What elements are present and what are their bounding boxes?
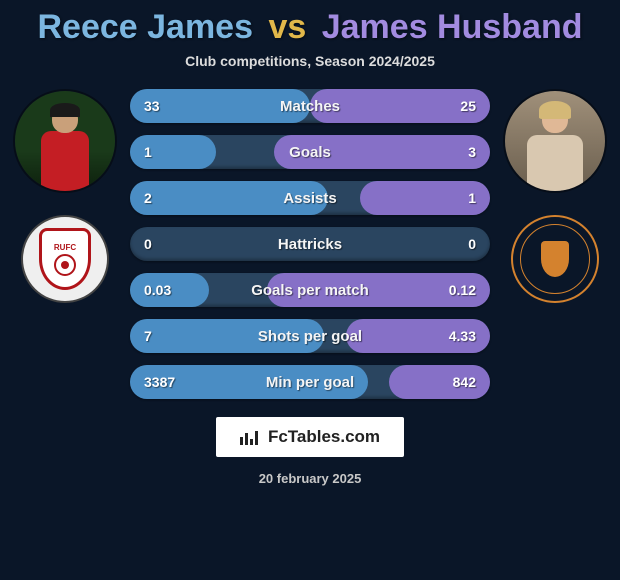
stat-label: Min per goal [266,374,354,391]
player2-avatar [505,91,605,191]
subtitle: Club competitions, Season 2024/2025 [185,53,435,69]
stat-row: 33 25 Matches [130,89,490,123]
stat-row: 0 0 Hattricks [130,227,490,261]
stat-row: 1 3 Goals [130,135,490,169]
main-content: RUFC 33 25 Matches 1 3 Goals 2 1 Assists 0 0 Hattri… [0,89,620,399]
stat-row: 2 1 Assists [130,181,490,215]
player2-club-badge [511,215,599,303]
stat-label: Hattricks [278,236,342,253]
player1-value: 0 [144,236,152,252]
player2-value: 0.12 [449,282,476,298]
footer-date: 20 february 2025 [259,471,362,486]
brand-badge: FcTables.com [216,417,404,457]
stat-label: Assists [283,190,336,207]
stat-row: 0.03 0.12 Goals per match [130,273,490,307]
player1-club-badge: RUFC [21,215,109,303]
stat-label: Goals per match [251,282,369,299]
player1-bar [130,135,216,169]
player2-value: 1 [468,190,476,206]
player1-name: Reece James [37,8,253,46]
player1-avatar [15,91,115,191]
stat-label: Matches [280,98,340,115]
vs-label: vs [262,8,312,46]
player2-value: 842 [453,374,476,390]
brand-text: FcTables.com [268,427,380,447]
left-side: RUFC [10,89,120,303]
player2-value: 3 [468,144,476,160]
player2-value: 4.33 [449,328,476,344]
player1-value: 2 [144,190,152,206]
player1-value: 0.03 [144,282,171,298]
brand-chart-icon [240,429,260,445]
player1-value: 33 [144,98,160,114]
stat-row: 3387 842 Min per goal [130,365,490,399]
player2-value: 25 [460,98,476,114]
stats-table: 33 25 Matches 1 3 Goals 2 1 Assists 0 0 Hattricks 0.… [130,89,490,399]
player1-value: 3387 [144,374,175,390]
stat-label: Goals [289,144,331,161]
stat-row: 7 4.33 Shots per goal [130,319,490,353]
comparison-title: Reece James vs James Husband [37,8,582,47]
player2-name: James Husband [322,8,583,46]
stat-label: Shots per goal [258,328,362,345]
player2-value: 0 [468,236,476,252]
right-side [500,89,610,303]
player1-value: 1 [144,144,152,160]
player1-value: 7 [144,328,152,344]
